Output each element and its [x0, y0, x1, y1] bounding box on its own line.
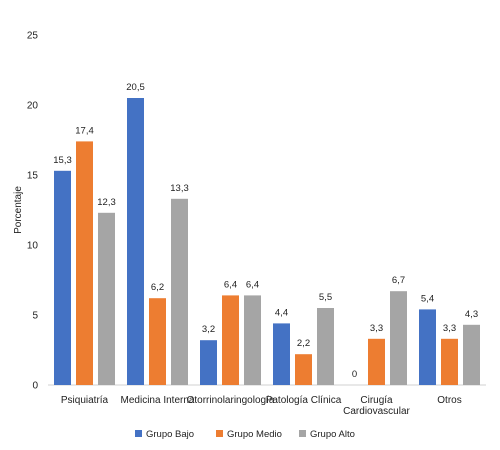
bar: [76, 141, 93, 385]
data-label: 13,3: [170, 183, 189, 194]
data-label: 15,3: [53, 155, 72, 166]
x-tick-label: Otros: [437, 395, 461, 406]
data-label: 6,2: [151, 282, 164, 293]
x-tick-label: Patología Clínica: [266, 395, 342, 406]
bar: [419, 309, 436, 385]
data-label: 6,4: [246, 279, 259, 290]
bar: [149, 298, 166, 385]
legend-swatch: [299, 430, 306, 437]
x-tick-label: Cardiovascular: [343, 406, 410, 417]
data-label: 6,7: [392, 275, 405, 286]
bar: [54, 170, 71, 385]
data-label: 5,5: [319, 292, 332, 303]
legend-label: Grupo Bajo: [146, 429, 194, 440]
legend-label: Grupo Alto: [310, 429, 355, 440]
data-label: 3,3: [370, 323, 383, 334]
bar: [441, 338, 458, 385]
y-axis-ticks: 0 5 10 15 20 25: [27, 31, 39, 392]
y-tick-label: 25: [27, 31, 39, 42]
bar: [295, 354, 312, 385]
data-label: 5,4: [421, 293, 434, 304]
y-tick-label: 5: [32, 311, 38, 322]
legend: Grupo Bajo Grupo Medio Grupo Alto: [135, 429, 355, 440]
x-tick-label: Medicina Interna: [121, 395, 195, 406]
data-label: 6,4: [224, 279, 237, 290]
y-tick-label: 10: [27, 241, 39, 252]
y-tick-label: 0: [32, 381, 38, 392]
data-label: 4,4: [275, 307, 288, 318]
bar: [127, 98, 144, 385]
x-tick-label: Cirugía: [360, 395, 393, 406]
y-axis-title: Porcentaje: [13, 186, 24, 234]
bar: [368, 338, 385, 385]
bar: [171, 198, 188, 385]
bar: [273, 323, 290, 385]
bar: [390, 291, 407, 385]
y-tick-label: 20: [27, 101, 39, 112]
data-label: 17,4: [75, 125, 94, 136]
data-label: 3,2: [202, 324, 215, 335]
x-tick-label: Psiquiatría: [61, 395, 109, 406]
legend-swatch: [135, 430, 142, 437]
data-label: 20,5: [126, 82, 145, 93]
bar-series-group: 15,3 20,5 3,2 4,4 0 5,4 17,4 6,2 6,4 2,2 3,3 3,3 12,…: [53, 82, 480, 385]
bar: [222, 295, 239, 385]
data-label: 12,3: [97, 197, 116, 208]
bar: [200, 340, 217, 385]
bar: [463, 324, 480, 385]
legend-swatch: [216, 430, 223, 437]
bar: [98, 212, 115, 385]
data-label: 3,3: [443, 323, 456, 334]
y-tick-label: 15: [27, 171, 39, 182]
data-label: 4,3: [465, 309, 478, 320]
legend-label: Grupo Medio: [227, 429, 282, 440]
data-label: 2,2: [297, 338, 310, 349]
x-tick-label: Otorrinolaringología: [187, 395, 275, 406]
bar: [244, 295, 261, 385]
bar: [317, 308, 334, 385]
category-labels: Psiquiatría Medicina InternaOtorrinolarin…: [61, 395, 462, 417]
data-label: 0: [352, 369, 357, 380]
